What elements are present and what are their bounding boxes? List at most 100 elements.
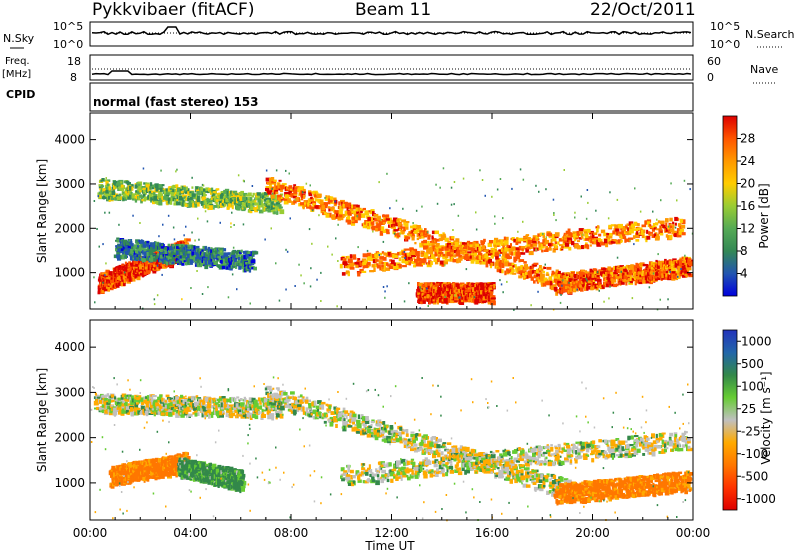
echo-cell bbox=[120, 181, 123, 184]
echo-cell bbox=[108, 193, 111, 197]
echo-cell bbox=[547, 232, 553, 237]
echo-cell bbox=[254, 206, 257, 212]
echo-cell bbox=[450, 294, 454, 300]
echo-cell bbox=[123, 242, 127, 248]
echo-cell bbox=[687, 272, 691, 276]
echo-cell bbox=[433, 258, 439, 263]
echo-cell bbox=[540, 277, 545, 282]
echo-cell bbox=[114, 197, 117, 201]
echo-cell bbox=[191, 245, 196, 249]
echo-cell bbox=[135, 191, 139, 195]
echo-cell bbox=[548, 276, 553, 281]
echo-cell bbox=[433, 282, 436, 286]
echo-cell bbox=[593, 285, 596, 290]
echo-cell bbox=[183, 196, 187, 199]
echo-cell bbox=[633, 235, 636, 239]
echo-cell bbox=[104, 271, 109, 276]
echo-cell bbox=[474, 252, 478, 257]
echo-cell bbox=[221, 265, 226, 270]
echo-cell bbox=[120, 186, 124, 191]
echo-cell bbox=[552, 273, 558, 277]
echo-cell bbox=[603, 232, 609, 235]
echo-cell bbox=[490, 262, 494, 267]
echo-cell bbox=[618, 276, 622, 279]
echo-cell bbox=[346, 205, 350, 209]
echo-cell bbox=[599, 241, 604, 246]
echo-cell bbox=[587, 275, 591, 281]
echo-cell bbox=[210, 187, 214, 193]
echo-cell bbox=[596, 276, 600, 280]
echo-cell bbox=[345, 256, 348, 259]
echo-cell bbox=[641, 233, 645, 236]
echo-cell bbox=[224, 256, 228, 262]
echo-cell bbox=[224, 262, 228, 266]
echo-cell bbox=[413, 264, 417, 268]
echo-cell bbox=[202, 255, 206, 260]
echo-cell bbox=[383, 264, 387, 269]
echo-cell bbox=[226, 253, 232, 256]
echo-cell bbox=[189, 258, 192, 262]
echo-cell bbox=[659, 232, 664, 236]
echo-cell bbox=[508, 262, 513, 267]
echo-cell bbox=[673, 264, 676, 268]
echo-cell bbox=[97, 285, 102, 289]
echo-cell bbox=[529, 270, 534, 275]
echo-cell bbox=[640, 229, 645, 235]
echo-cell bbox=[544, 278, 548, 284]
echo-cell bbox=[199, 258, 203, 261]
echo-cell bbox=[160, 257, 164, 262]
echo-cell bbox=[187, 197, 191, 202]
echo-cell bbox=[169, 256, 172, 261]
echo-cell bbox=[446, 295, 451, 299]
echo-cell bbox=[539, 273, 545, 278]
echo-cell bbox=[185, 186, 188, 191]
echo-cell bbox=[314, 205, 319, 209]
echo-cell bbox=[563, 278, 566, 283]
echo-cell bbox=[526, 247, 531, 250]
echo-cell bbox=[231, 194, 235, 198]
echo-cell bbox=[417, 259, 422, 263]
echo-cell bbox=[153, 195, 159, 201]
echo-cell bbox=[253, 266, 257, 271]
echo-cell bbox=[179, 259, 184, 264]
echo-cell bbox=[121, 254, 125, 259]
cpid-text: normal (fast stereo) 153 bbox=[93, 95, 259, 109]
echo-cell bbox=[472, 250, 476, 254]
echo-cell bbox=[672, 261, 675, 264]
echo-cell bbox=[230, 190, 233, 195]
echo-cell bbox=[614, 224, 618, 229]
echo-cell bbox=[141, 258, 146, 263]
echo-cell bbox=[594, 284, 598, 289]
echo-cell bbox=[618, 233, 623, 237]
echo-cell bbox=[248, 260, 253, 264]
echo-cell bbox=[568, 246, 572, 251]
echo-cell bbox=[204, 246, 207, 251]
echo-cell bbox=[379, 256, 385, 260]
echo-cell bbox=[325, 204, 328, 209]
echo-cell bbox=[347, 202, 352, 207]
echo-cell bbox=[161, 243, 164, 247]
echo-cell bbox=[148, 265, 151, 270]
echo-cell bbox=[642, 263, 647, 267]
echo-cell bbox=[456, 244, 462, 249]
echo-cell bbox=[158, 264, 163, 269]
echo-cell bbox=[521, 248, 524, 251]
noise-tick-right-top: 10^5 bbox=[710, 20, 740, 33]
echo-cell bbox=[238, 266, 242, 270]
echo-cell bbox=[145, 184, 151, 188]
echo-cell bbox=[167, 246, 170, 252]
echo-cell bbox=[136, 275, 141, 281]
echo-cell bbox=[156, 201, 160, 205]
echo-cell bbox=[273, 179, 277, 182]
echo-cell bbox=[339, 263, 343, 269]
echo-cell bbox=[195, 186, 199, 190]
echo-cell bbox=[622, 272, 626, 276]
echo-cell bbox=[526, 237, 531, 242]
echo-cell bbox=[351, 216, 356, 220]
echo-cell bbox=[389, 259, 393, 262]
echo-cell bbox=[169, 200, 173, 205]
echo-cell bbox=[328, 198, 333, 203]
echo-cell bbox=[240, 249, 243, 253]
echo-cell bbox=[362, 223, 367, 229]
